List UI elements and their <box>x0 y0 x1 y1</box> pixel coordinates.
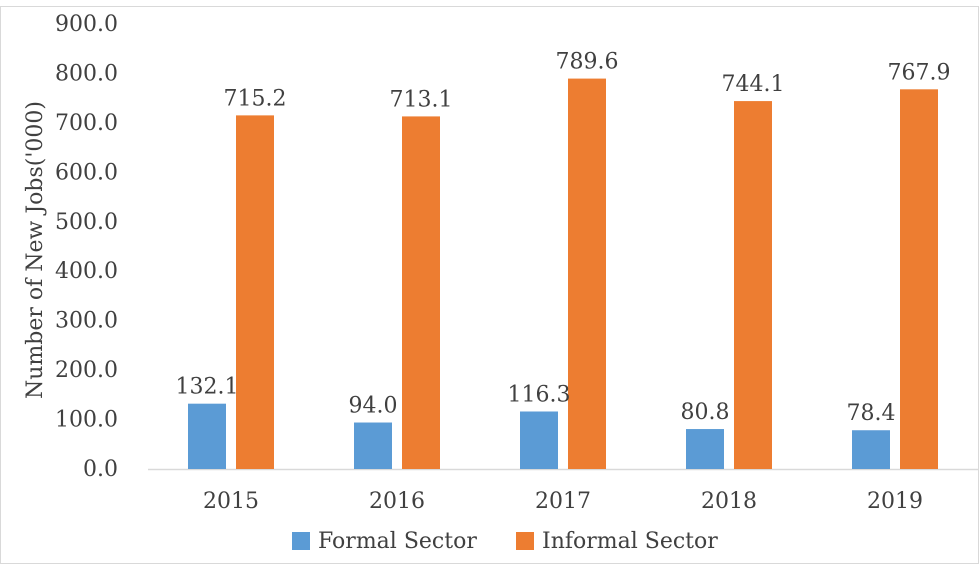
bar-informal-sector <box>568 78 606 469</box>
data-label: 767.9 <box>888 60 951 85</box>
data-label: 94.0 <box>349 394 398 419</box>
y-tick-label: 0.0 <box>83 457 118 482</box>
data-labels: 132.1 715.2 94.0 713.1 116.3 789.6 80.8 744.1 78… <box>176 50 951 427</box>
y-axis-ticks: 0.0 100.0 200.0 300.0 400.0 500.0 600.0 700.0 80… <box>55 12 118 482</box>
data-label: 713.1 <box>390 87 453 112</box>
data-label: 744.1 <box>722 72 785 97</box>
y-tick-label: 400.0 <box>55 259 118 284</box>
x-tick-label: 2017 <box>535 489 591 514</box>
bar-formal-sector <box>188 403 226 469</box>
data-label: 116.3 <box>508 382 571 407</box>
legend-label-informal: Informal Sector <box>542 529 718 554</box>
y-tick-label: 700.0 <box>55 111 118 136</box>
bar-formal-sector <box>686 429 724 469</box>
bar-informal-sector <box>900 89 938 470</box>
bar-formal-sector <box>354 422 392 469</box>
bar-informal-sector <box>734 101 772 469</box>
data-label: 80.8 <box>681 400 730 425</box>
chart-frame <box>0 6 979 564</box>
x-axis-ticks: 2015 2016 2017 2018 2019 <box>203 489 923 514</box>
x-tick-label: 2019 <box>867 489 923 514</box>
y-axis-label: Number of New Jobs('000) <box>23 101 48 399</box>
y-tick-label: 300.0 <box>55 309 118 334</box>
x-tick-label: 2016 <box>369 489 425 514</box>
legend: Formal Sector Informal Sector <box>292 529 718 554</box>
y-tick-label: 100.0 <box>55 408 118 433</box>
bar-formal-sector <box>852 430 890 469</box>
bars-group <box>188 78 938 470</box>
bar-informal-sector <box>402 116 440 469</box>
legend-swatch-formal <box>292 532 310 550</box>
y-tick-label: 500.0 <box>55 210 118 235</box>
data-label: 715.2 <box>224 86 287 111</box>
y-tick-label: 900.0 <box>55 12 118 37</box>
bar-formal-sector <box>520 411 558 469</box>
data-label: 78.4 <box>847 401 896 426</box>
legend-swatch-informal <box>516 532 534 550</box>
x-tick-label: 2018 <box>701 489 757 514</box>
y-tick-label: 600.0 <box>55 160 118 185</box>
x-tick-label: 2015 <box>203 489 259 514</box>
bar-informal-sector <box>236 115 274 469</box>
y-tick-label: 800.0 <box>55 61 118 86</box>
y-tick-label: 200.0 <box>55 358 118 383</box>
legend-label-formal: Formal Sector <box>318 529 477 554</box>
data-label: 132.1 <box>176 375 239 400</box>
data-label: 789.6 <box>556 50 619 75</box>
